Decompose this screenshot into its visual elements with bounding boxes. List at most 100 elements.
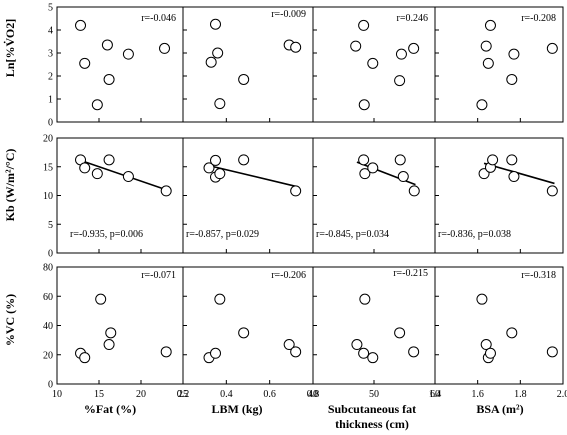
p03-data-point: [484, 19, 496, 31]
p11-data-point: [210, 154, 221, 166]
p21-xtick-label: 0.8: [307, 389, 320, 400]
p03-annotation: r=-0.208: [521, 13, 556, 24]
p10-annotation: r=-0.935, p=0.006: [70, 229, 143, 240]
p10-ytick-label: 0: [48, 249, 53, 260]
p22-annotation: r=-0.215: [393, 268, 428, 279]
p03-data-point: [546, 42, 558, 54]
p20-frame: [56, 266, 184, 385]
p23-annotation: r=-0.318: [521, 270, 556, 281]
p21-xtick-label: 0.4: [220, 389, 233, 400]
p12-data-point: [359, 168, 371, 180]
p22-data-point: [358, 347, 370, 359]
p21-data-point: [210, 347, 221, 359]
p20-data-point: [103, 339, 115, 351]
p00-ytick-label: 0: [48, 118, 53, 129]
p10-ytick-label: 15: [43, 162, 53, 173]
p03-data-point: [480, 40, 492, 52]
p03-frame: [434, 6, 564, 123]
p10-ytick-label: 10: [43, 191, 53, 202]
p23-xtick-label: 1.6: [471, 389, 484, 400]
p02-data-point: [358, 19, 370, 31]
col0-xlabel: %Fat (%): [84, 402, 136, 416]
p20-data-point: [79, 352, 91, 364]
p12-data-point: [408, 185, 420, 197]
p21-frame: [182, 266, 314, 385]
p23-data-point: [506, 327, 518, 339]
p11-data-point: [238, 154, 250, 166]
p23-xtick-label: 2.0: [557, 389, 567, 400]
p02-data-point: [394, 75, 406, 87]
p22-data-point: [394, 327, 406, 339]
p01-data-point: [205, 56, 217, 68]
p03-data-point: [476, 99, 488, 111]
row1-ylabel: Kb (W/m²/°C): [3, 149, 17, 222]
p12-data-point: [394, 154, 406, 166]
p01-data-point: [238, 73, 250, 85]
p20-ytick-label: 80: [43, 263, 53, 274]
p01-data-point: [290, 41, 302, 53]
p11-annotation: r=-0.857, p=0.029: [186, 229, 259, 240]
p20-ytick-label: 0: [48, 380, 53, 391]
p20-annotation: r=-0.071: [141, 270, 176, 281]
p12-data-point: [367, 162, 379, 174]
p10-data-point: [122, 171, 134, 183]
p10-data-point: [103, 154, 115, 166]
p00-data-point: [79, 57, 91, 69]
p23-data-point: [484, 347, 496, 359]
p01-frame: [182, 6, 314, 123]
col2-xlabel-line2: thickness (cm): [335, 417, 409, 431]
p23-frame: [434, 266, 564, 385]
p00-data-point: [101, 39, 113, 51]
p22-data-point: [367, 352, 379, 364]
p12-data-point: [397, 171, 409, 183]
p10-data-point: [79, 162, 91, 174]
p00-ytick-label: 3: [48, 49, 53, 60]
p02-data-point: [395, 48, 407, 60]
p13-data-point: [487, 154, 499, 166]
p23-data-point: [480, 339, 492, 351]
p21-data-point: [238, 327, 250, 339]
p22-xtick-label: 50: [369, 389, 379, 400]
p00-ytick-label: 1: [48, 95, 53, 106]
p00-ytick-label: 4: [48, 26, 53, 37]
p13-data-point: [546, 185, 558, 197]
p11-data-point: [290, 185, 302, 197]
p10-data-point: [91, 168, 103, 180]
p20-xtick-label: 10: [52, 389, 62, 400]
p10-ytick-label: 5: [48, 220, 53, 231]
p01-annotation: r=-0.009: [271, 9, 306, 20]
p02-data-point: [367, 57, 379, 69]
p21-annotation: r=-0.206: [271, 270, 306, 281]
p23-xtick-label: 1.4: [429, 389, 442, 400]
p02-data-point: [408, 42, 420, 54]
p20-data-point: [105, 327, 117, 339]
p10-ytick-label: 20: [43, 134, 53, 145]
p12-annotation: r=-0.845, p=0.034: [316, 229, 389, 240]
p20-xtick-label: 15: [94, 389, 104, 400]
p03-data-point: [482, 57, 494, 69]
p22-xtick-label: 60: [430, 389, 440, 400]
p02-data-point: [350, 40, 362, 52]
p13-data-point: [508, 171, 520, 183]
p22-data-point: [359, 293, 371, 305]
p00-data-point: [103, 73, 115, 85]
col1-xlabel: LBM (kg): [212, 402, 263, 416]
p20-xtick-label: 25: [178, 389, 188, 400]
row2-ylabel: %VC (%): [3, 294, 17, 346]
p23-data-point: [476, 293, 488, 305]
p00-data-point: [122, 48, 134, 60]
p21-data-point: [283, 339, 295, 351]
p00-data-point: [75, 19, 87, 31]
p20-ytick-label: 20: [43, 350, 53, 361]
p21-xtick-label: 0.6: [263, 389, 276, 400]
p00-data-point: [91, 99, 103, 111]
p23-data-point: [546, 346, 558, 358]
p11-data-point: [214, 168, 226, 180]
p13-data-point: [506, 154, 518, 166]
p01-data-point: [210, 18, 221, 30]
p11-data-point: [203, 162, 215, 174]
p01-data-point: [214, 98, 226, 110]
p00-ytick-label: 5: [48, 3, 53, 14]
col2-xlabel-line1: Subcutaneous fat: [328, 402, 416, 416]
